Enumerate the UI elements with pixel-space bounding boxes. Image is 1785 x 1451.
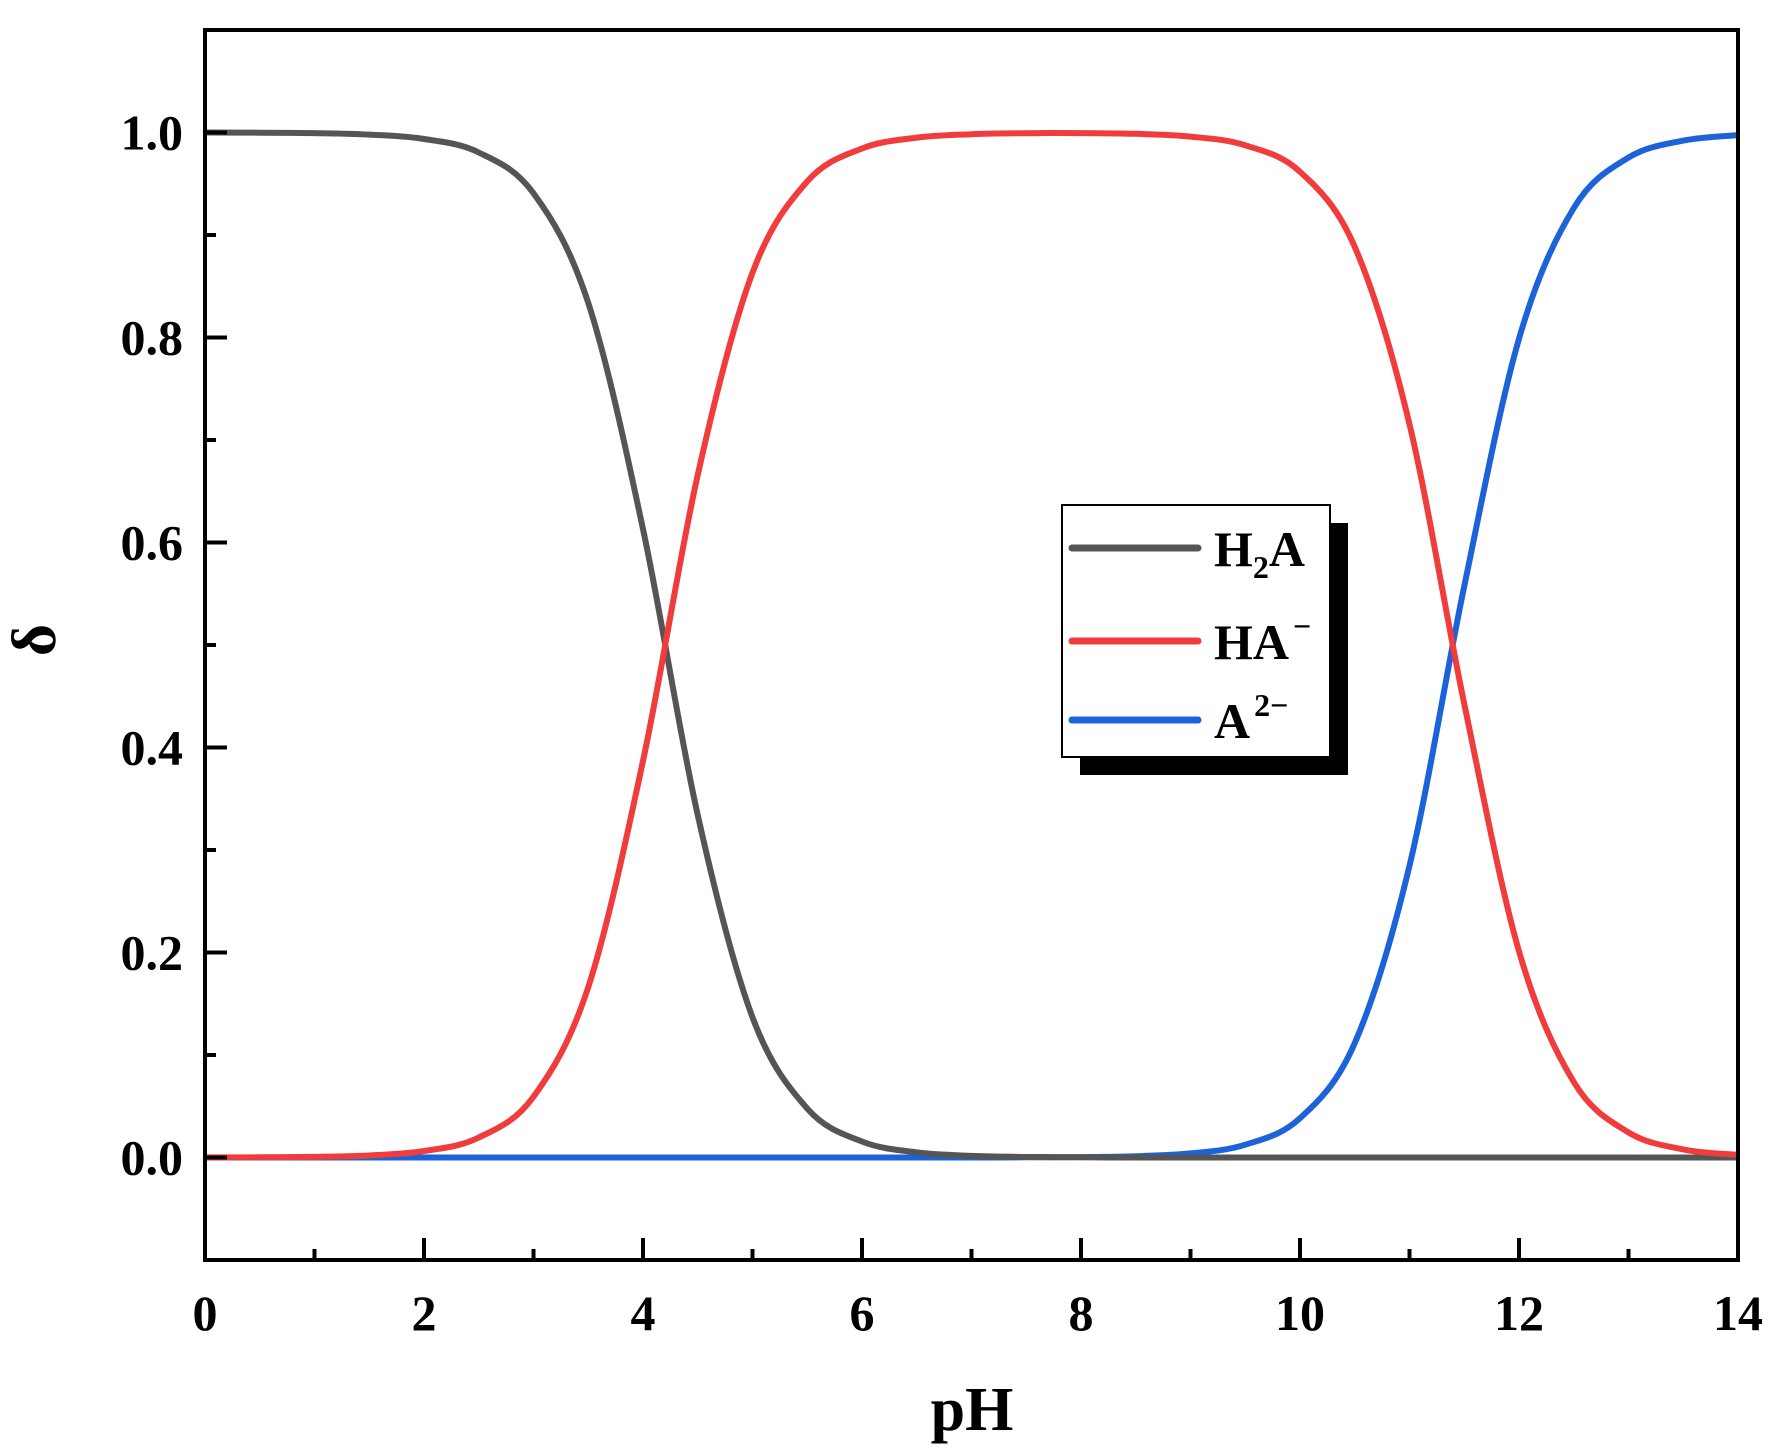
y-tick-label: 0.0 [121, 1130, 184, 1186]
legend-item-1[interactable]: HA − [1068, 608, 1311, 670]
x-tick-label: 12 [1494, 1285, 1544, 1341]
x-axis-title: pH [931, 1376, 1014, 1444]
y-tick-label: 0.4 [121, 720, 184, 776]
x-tick-label: 8 [1069, 1285, 1094, 1341]
y-tick-label: 0.2 [121, 925, 184, 981]
plot-background [205, 30, 1738, 1260]
legend-label: A 2− [1214, 687, 1288, 749]
y-tick-label: 0.8 [121, 310, 184, 366]
y-axis-title: δ [1, 624, 69, 656]
legend[interactable]: H2A HA − A 2− [1061, 504, 1348, 775]
series-line-0 [204, 129, 1738, 1161]
x-tick-label: 10 [1275, 1285, 1325, 1341]
legend-item-0[interactable]: H2A [1068, 521, 1305, 585]
curves [204, 129, 1739, 1161]
ticks [203, 130, 1740, 1260]
y-tick-label: 1.0 [121, 105, 184, 161]
x-tick-label: 4 [631, 1285, 656, 1341]
y-tick-label: 0.6 [121, 515, 184, 571]
legend-label: H2A [1214, 521, 1305, 585]
series-line-1 [204, 130, 1739, 1161]
tick-labels: 0 2 4 6 8 10 12 14 0.0 0.2 0.4 0.6 0.8 1.0 [121, 105, 1764, 1342]
x-tick-label: 6 [850, 1285, 875, 1341]
legend-label: HA − [1214, 608, 1311, 670]
x-tick-label: 14 [1713, 1285, 1763, 1341]
legend-item-2[interactable]: A 2− [1068, 687, 1288, 749]
x-tick-label: 0 [193, 1285, 218, 1341]
x-tick-label: 2 [412, 1285, 437, 1341]
